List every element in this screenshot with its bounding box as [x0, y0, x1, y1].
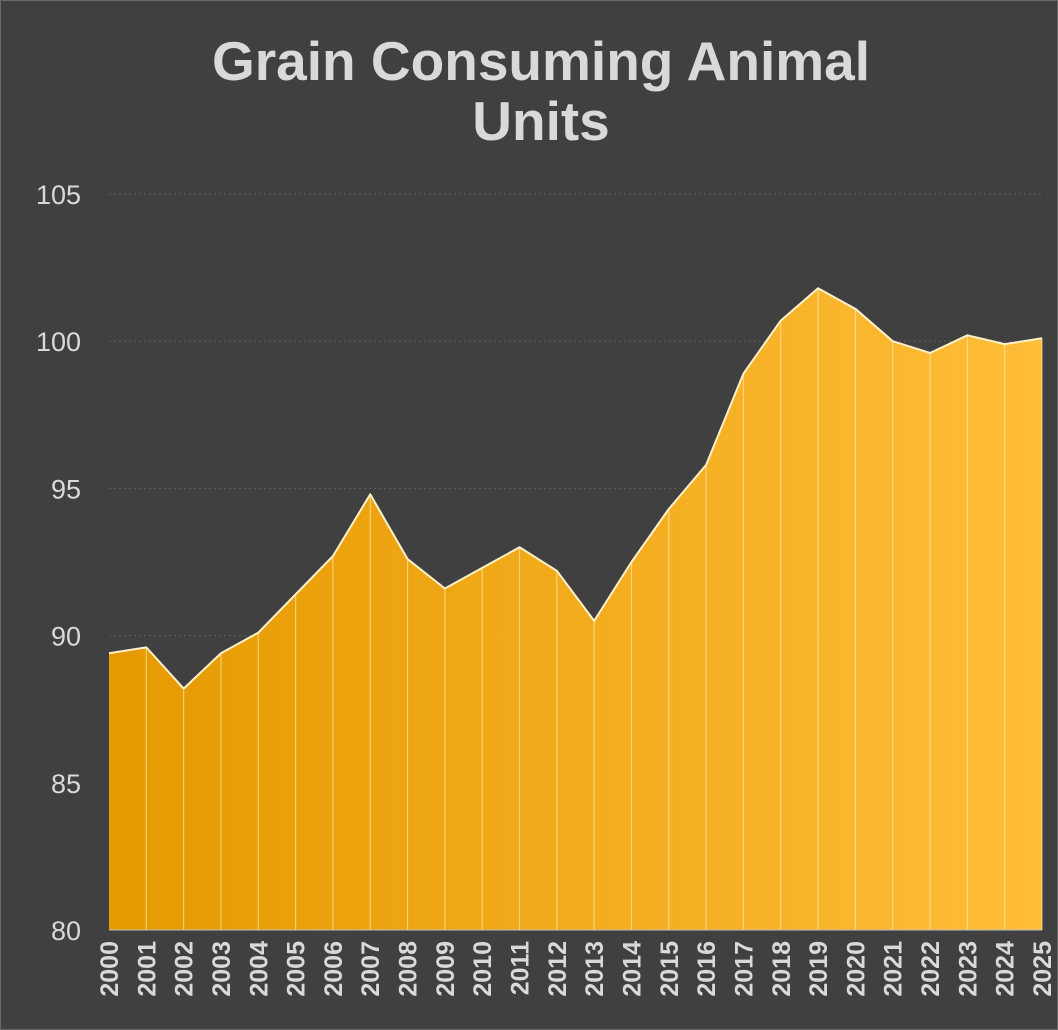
x-tick-label: 2025 — [1029, 941, 1057, 997]
y-tick-label: 100 — [36, 327, 81, 357]
x-tick-label: 2015 — [656, 941, 684, 997]
x-tick-label: 2001 — [133, 941, 161, 997]
x-tick-label: 2005 — [283, 941, 311, 997]
x-tick-label: 2003 — [208, 941, 236, 997]
x-tick-label: 2022 — [917, 941, 945, 997]
x-tick-label: 2004 — [245, 941, 273, 997]
x-tick-label: 2000 — [96, 941, 124, 997]
chart-title: Grain Consuming Animal Units — [211, 30, 870, 152]
x-tick-label: 2020 — [842, 941, 870, 997]
x-tick-label: 2016 — [693, 941, 721, 997]
x-tick-label: 2024 — [992, 941, 1020, 997]
y-tick-label: 90 — [51, 622, 81, 652]
x-tick-label: 2011 — [507, 941, 535, 995]
y-tick-label: 95 — [51, 474, 81, 504]
x-tick-label: 2006 — [320, 941, 348, 997]
x-tick-label: 2007 — [357, 941, 385, 997]
y-axis-ticks: 80 85 90 95 100 105 — [36, 180, 81, 946]
x-tick-label: 2018 — [768, 941, 796, 997]
x-tick-label: 2002 — [171, 941, 199, 997]
y-tick-label: 80 — [51, 916, 81, 946]
x-tick-label: 2009 — [432, 941, 460, 997]
y-tick-label: 85 — [51, 769, 81, 799]
x-tick-label: 2014 — [618, 941, 646, 997]
x-tick-label: 2012 — [544, 941, 572, 997]
x-tick-label: 2010 — [469, 941, 497, 997]
area-fill — [109, 288, 1042, 930]
x-axis-ticks: 2000 2001 2002 2003 2004 2005 2006 2007 2008 2009… — [96, 941, 1057, 997]
x-tick-label: 2021 — [880, 941, 908, 997]
y-tick-label: 105 — [36, 180, 81, 210]
x-tick-label: 2017 — [730, 941, 758, 997]
series-line — [108, 287, 1043, 690]
x-tick-label: 2008 — [395, 941, 423, 997]
x-tick-label: 2013 — [581, 941, 609, 997]
x-tick-label: 2023 — [954, 941, 982, 997]
series-area — [108, 287, 1043, 931]
x-tick-label: 2019 — [805, 941, 833, 997]
